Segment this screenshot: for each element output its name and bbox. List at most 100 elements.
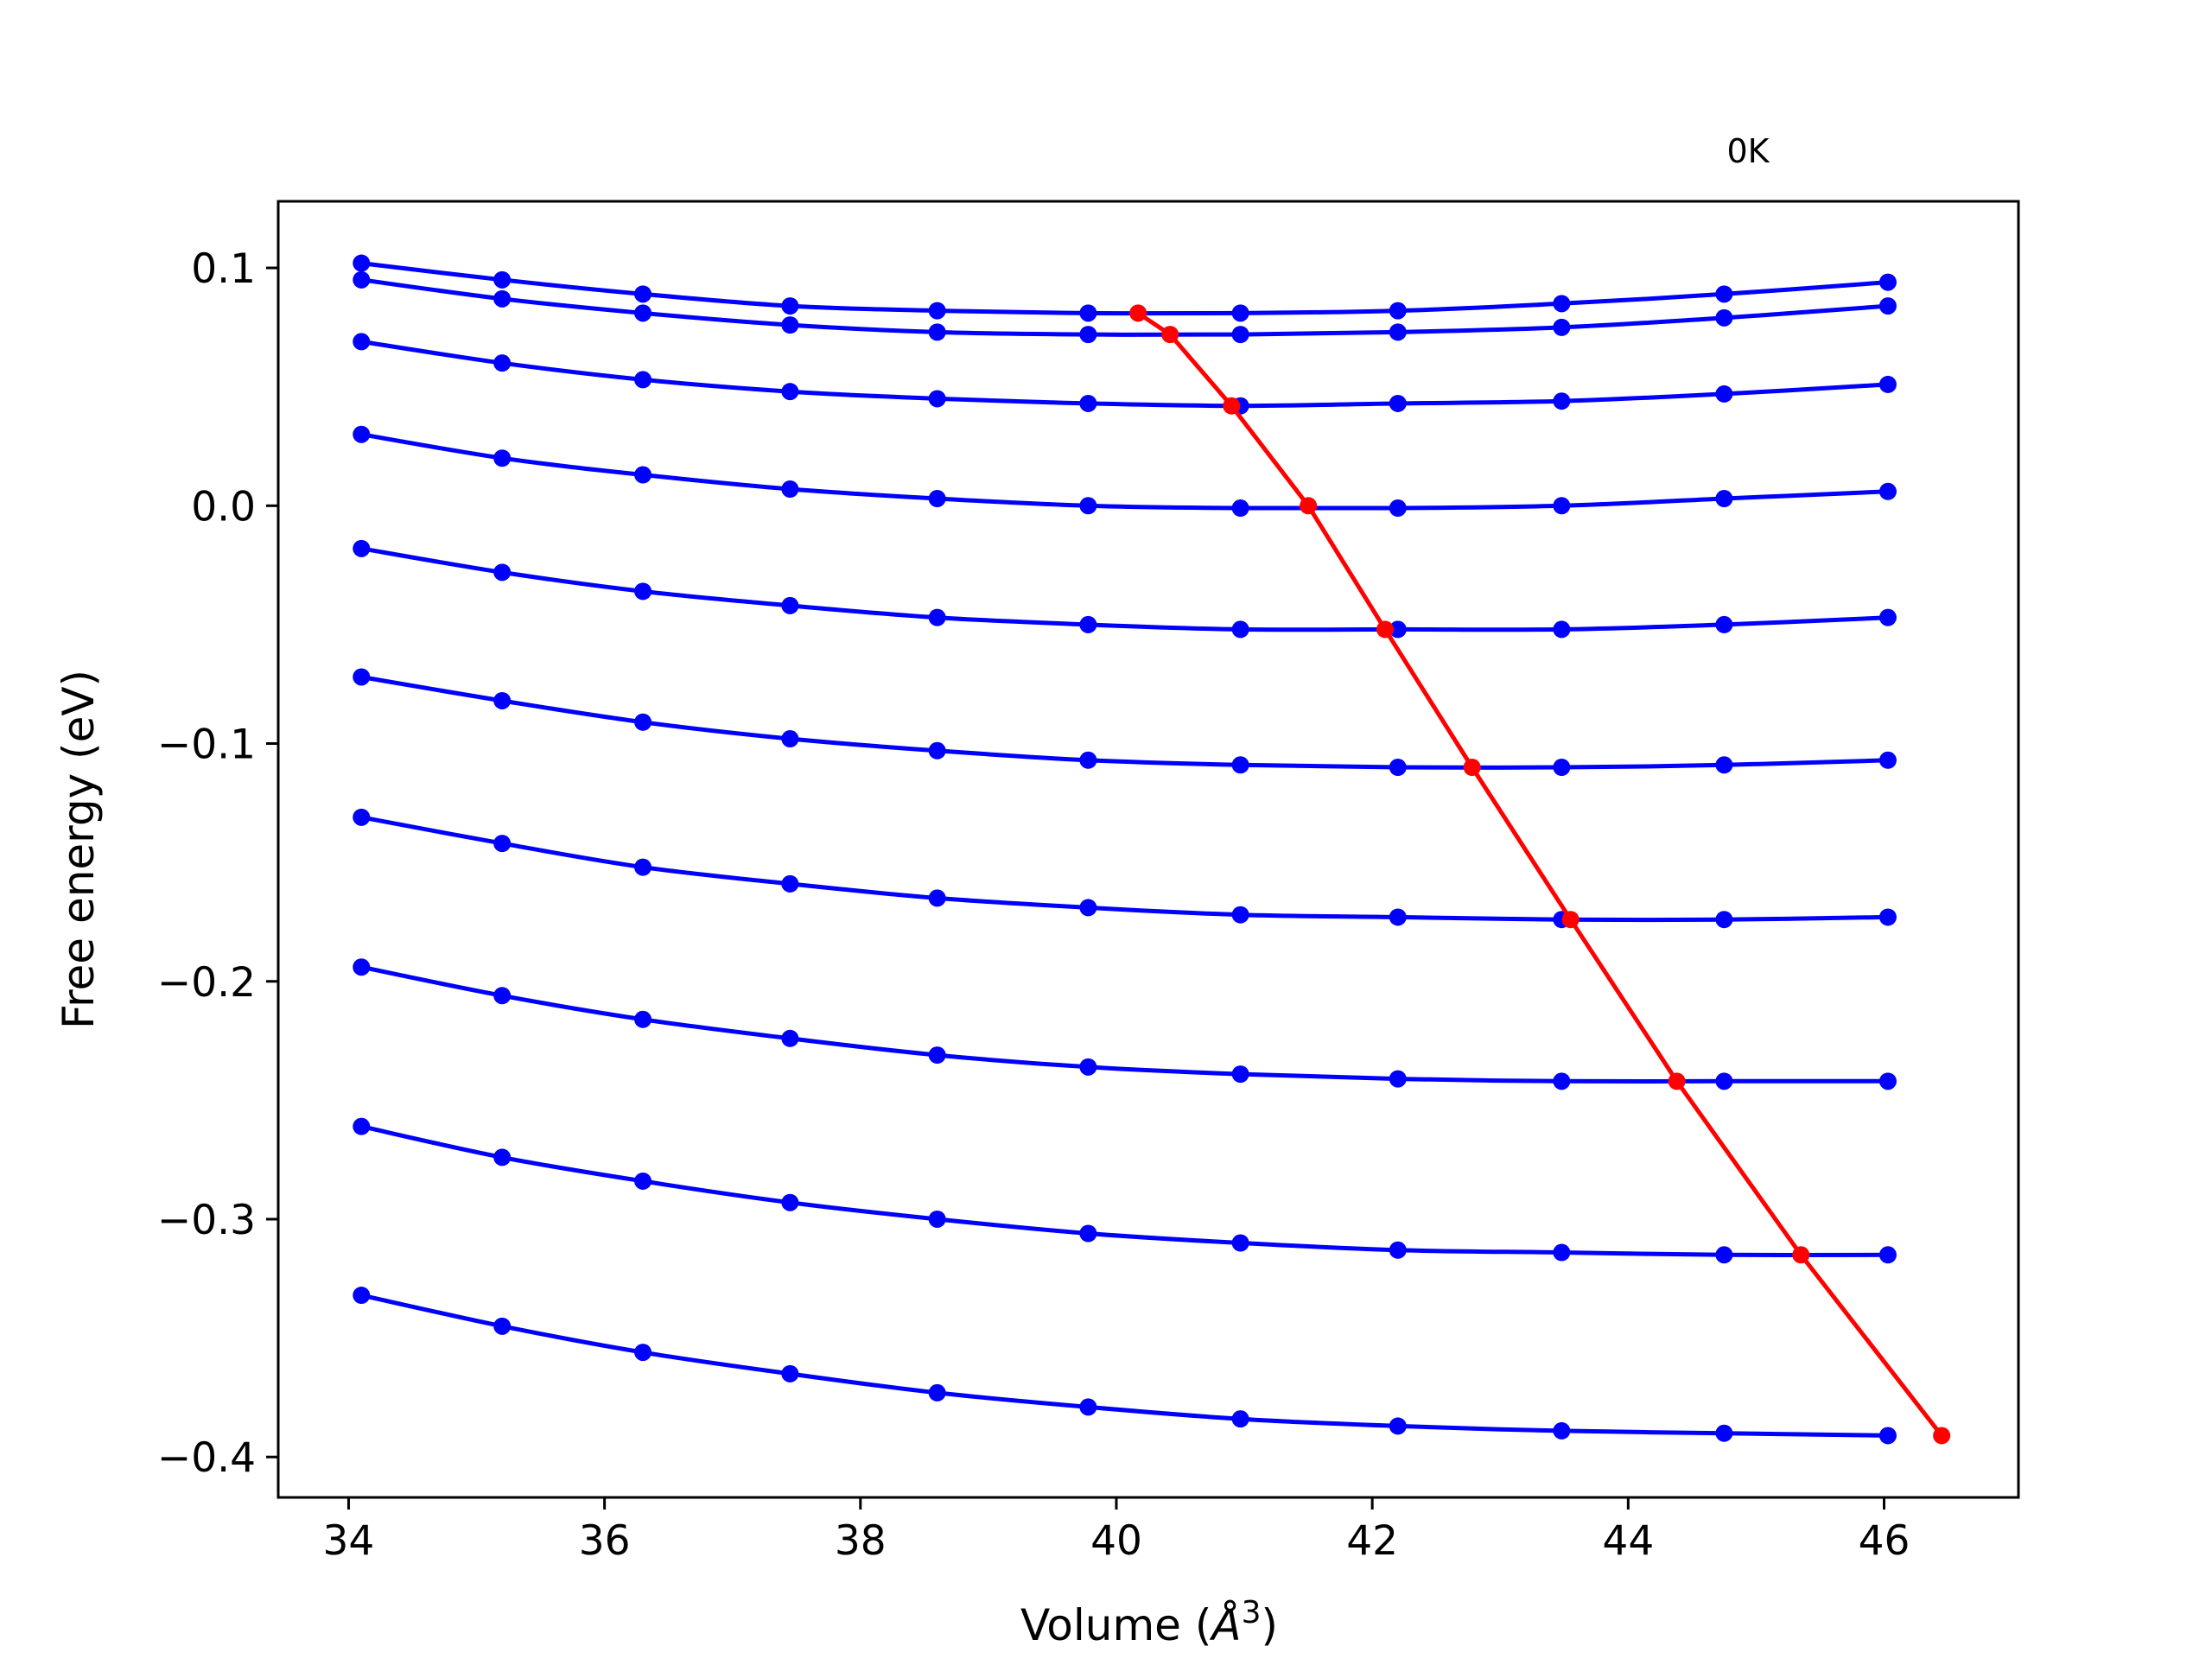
energy-data-point bbox=[1878, 482, 1897, 500]
energy-curve-3 bbox=[353, 333, 1897, 415]
energy-data-point bbox=[634, 858, 652, 876]
energy-curve-1 bbox=[353, 254, 1897, 322]
minimum-point bbox=[1223, 397, 1241, 415]
energy-data-point bbox=[1878, 1246, 1897, 1264]
energy-curve-8 bbox=[353, 958, 1897, 1090]
energy-data-point bbox=[493, 563, 512, 582]
plot-marks bbox=[353, 254, 1951, 1445]
energy-data-point bbox=[1715, 490, 1733, 508]
energy-data-point bbox=[353, 254, 371, 272]
energy-data-point bbox=[634, 304, 652, 322]
energy-data-point bbox=[634, 1010, 652, 1028]
energy-data-point bbox=[1389, 620, 1407, 639]
energy-data-point bbox=[634, 713, 652, 731]
energy-data-point bbox=[1553, 759, 1571, 777]
energy-data-point bbox=[353, 1117, 371, 1135]
y-axis-label: Free energy (eV) bbox=[54, 670, 104, 1029]
energy-data-point bbox=[493, 691, 512, 709]
energy-curve-5 bbox=[353, 539, 1897, 639]
energy-data-point bbox=[1079, 899, 1097, 917]
energy-data-point bbox=[1878, 297, 1897, 315]
energy-data-point bbox=[1553, 392, 1571, 410]
energy-data-point bbox=[493, 1317, 512, 1335]
energy-data-point bbox=[1231, 1065, 1249, 1084]
energy-data-point bbox=[493, 354, 512, 372]
energy-data-point bbox=[781, 596, 799, 614]
energy-data-point bbox=[1231, 304, 1249, 322]
energy-data-point bbox=[353, 539, 371, 557]
energy-data-point bbox=[1389, 323, 1407, 341]
energy-data-point bbox=[1231, 326, 1249, 344]
energy-data-point bbox=[1878, 908, 1897, 926]
energy-data-point bbox=[1079, 1058, 1097, 1076]
energy-curve-2 bbox=[353, 270, 1897, 344]
energy-data-point bbox=[1553, 318, 1571, 336]
energy-data-point bbox=[353, 958, 371, 976]
energy-data-point bbox=[634, 582, 652, 601]
minimum-energy-path bbox=[1129, 304, 1951, 1445]
energy-data-point bbox=[1079, 394, 1097, 412]
energy-data-point bbox=[928, 608, 946, 626]
energy-data-point bbox=[353, 270, 371, 289]
minimum-point bbox=[1668, 1072, 1686, 1090]
energy-data-point bbox=[781, 480, 799, 499]
axes-frame bbox=[276, 200, 2020, 1499]
energy-data-point bbox=[1231, 906, 1249, 924]
y-tick-label: 0.1 bbox=[191, 245, 256, 293]
energy-data-point bbox=[634, 1172, 652, 1190]
energy-curve-10 bbox=[353, 1287, 1897, 1445]
y-tick-label: −0.4 bbox=[157, 1434, 256, 1482]
x-axis-ticks: 34 36 38 40 42 44 46 bbox=[323, 1497, 1910, 1565]
y-tick-label: −0.1 bbox=[157, 721, 256, 769]
energy-data-point bbox=[1389, 499, 1407, 518]
energy-data-point bbox=[1878, 608, 1897, 626]
energy-data-point bbox=[1231, 1234, 1249, 1252]
energy-data-point bbox=[1715, 1072, 1733, 1090]
energy-data-point bbox=[493, 987, 512, 1005]
x-axis-label-exponent: 3 bbox=[1242, 1595, 1262, 1630]
energy-data-point bbox=[1389, 394, 1407, 412]
energy-data-point bbox=[1553, 295, 1571, 313]
energy-data-point bbox=[1878, 751, 1897, 769]
energy-data-point bbox=[781, 874, 799, 893]
energy-data-point bbox=[1715, 1246, 1733, 1264]
energy-data-point bbox=[634, 285, 652, 303]
energy-data-point bbox=[1389, 1417, 1407, 1435]
minimum-point bbox=[1561, 911, 1580, 929]
energy-data-point bbox=[1715, 615, 1733, 633]
x-tick-label: 44 bbox=[1602, 1517, 1654, 1565]
energy-data-point bbox=[928, 302, 946, 320]
energy-curve-9 bbox=[353, 1117, 1897, 1264]
energy-data-point bbox=[1231, 620, 1249, 639]
energy-data-point bbox=[928, 490, 946, 508]
energy-data-point bbox=[781, 1029, 799, 1047]
energy-data-point bbox=[1878, 1072, 1897, 1090]
energy-data-point bbox=[928, 1046, 946, 1065]
energy-data-point bbox=[781, 316, 799, 334]
y-axis-ticks: 0.1 0.0 −0.1 −0.2 −0.3 −0.4 bbox=[157, 245, 278, 1482]
energy-data-point bbox=[1389, 908, 1407, 926]
temperature-annotation: 0K bbox=[1726, 132, 1770, 170]
x-axis-label-suffix: ) bbox=[1261, 1600, 1278, 1650]
energy-data-point bbox=[1715, 1424, 1733, 1442]
y-tick-label: −0.2 bbox=[157, 959, 256, 1007]
energy-data-point bbox=[493, 1148, 512, 1166]
energy-data-point bbox=[1079, 497, 1097, 515]
energy-data-point bbox=[1715, 285, 1733, 303]
energy-data-point bbox=[1231, 1410, 1249, 1428]
minimum-path-line bbox=[1136, 311, 1944, 1437]
energy-data-point bbox=[1389, 759, 1407, 777]
energy-data-point bbox=[1878, 1427, 1897, 1445]
minimum-point bbox=[1300, 497, 1318, 515]
energy-data-point bbox=[353, 668, 371, 686]
energy-data-point bbox=[1878, 273, 1897, 291]
energy-data-point bbox=[781, 383, 799, 401]
energy-data-point bbox=[493, 270, 512, 289]
x-axis-label-unit: Å bbox=[1209, 1600, 1241, 1650]
energy-data-point bbox=[928, 1383, 946, 1402]
energy-data-point bbox=[1079, 615, 1097, 633]
minimum-point bbox=[1792, 1246, 1810, 1264]
energy-data-point bbox=[1715, 385, 1733, 403]
energy-data-point bbox=[1715, 308, 1733, 327]
